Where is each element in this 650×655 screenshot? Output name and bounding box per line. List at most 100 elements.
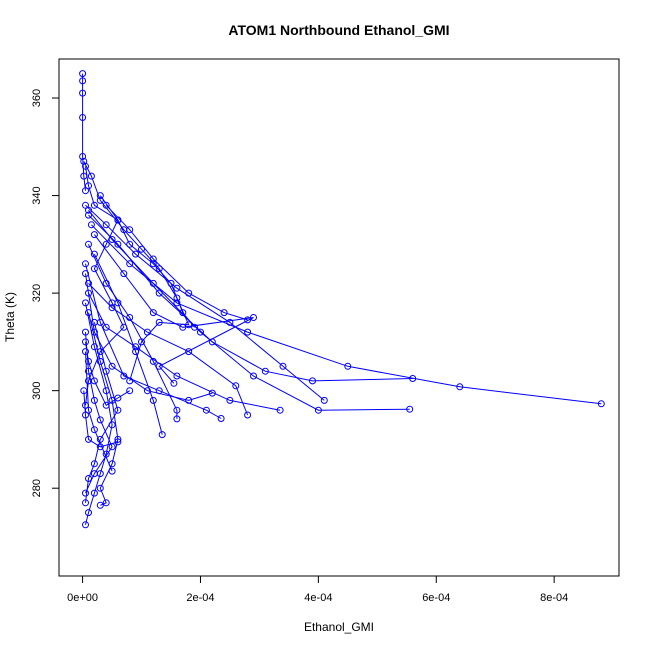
data-point xyxy=(155,289,163,297)
data-point xyxy=(102,279,110,287)
series-group xyxy=(80,157,193,385)
data-point xyxy=(82,348,89,356)
series-line xyxy=(85,322,119,503)
y-tick-label: 280 xyxy=(31,479,43,497)
data-point xyxy=(90,426,98,434)
x-tick-label: 8e-04 xyxy=(540,592,568,604)
data-point xyxy=(85,435,92,443)
series-group xyxy=(102,201,252,324)
data-point xyxy=(82,299,89,307)
data-point xyxy=(96,484,104,492)
x-tick-label: 2e-04 xyxy=(186,592,214,604)
series-group xyxy=(82,348,116,475)
series-line xyxy=(105,204,248,321)
series-group xyxy=(82,338,134,409)
data-point xyxy=(108,362,116,370)
series-line xyxy=(82,73,86,191)
data-point xyxy=(191,323,199,331)
plot-marks xyxy=(79,70,605,529)
data-point xyxy=(149,255,157,263)
y-tick-label: 340 xyxy=(31,186,43,204)
data-point xyxy=(456,383,464,391)
series-line xyxy=(85,351,113,472)
data-point xyxy=(85,406,92,414)
data-point xyxy=(82,187,89,195)
data-point xyxy=(87,221,95,229)
y-tick-label: 320 xyxy=(31,284,43,302)
data-point xyxy=(90,318,98,326)
series-line xyxy=(85,332,113,494)
data-point xyxy=(85,211,92,219)
series-group xyxy=(82,201,328,404)
series-line xyxy=(85,273,213,401)
data-point xyxy=(90,343,98,351)
data-point xyxy=(138,245,145,253)
data-point xyxy=(173,294,181,302)
data-point xyxy=(226,318,234,326)
data-point xyxy=(220,309,228,317)
data-point xyxy=(155,318,163,326)
data-point xyxy=(250,314,257,321)
data-point xyxy=(82,499,89,507)
x-tick-label: 4e-04 xyxy=(304,592,332,604)
data-point xyxy=(132,250,140,258)
data-point xyxy=(179,309,187,317)
data-point xyxy=(90,250,98,258)
series-line xyxy=(85,302,113,525)
data-point xyxy=(406,405,414,413)
data-point xyxy=(102,367,110,375)
data-point xyxy=(138,338,145,346)
data-point xyxy=(149,260,157,268)
data-point xyxy=(173,372,181,380)
series-group xyxy=(85,289,284,414)
series-line xyxy=(93,253,163,435)
data-point xyxy=(126,387,134,395)
y-tick-label: 300 xyxy=(31,381,43,399)
data-point xyxy=(279,362,287,370)
data-point xyxy=(126,377,134,385)
data-point xyxy=(173,299,181,307)
data-point xyxy=(185,289,193,297)
data-point xyxy=(314,406,322,414)
data-point xyxy=(108,304,116,312)
data-point xyxy=(90,201,98,209)
data-point xyxy=(232,382,240,390)
data-point xyxy=(108,467,116,475)
data-point xyxy=(149,396,157,404)
data-point xyxy=(90,489,98,497)
data-point xyxy=(120,270,128,278)
data-point xyxy=(82,338,89,346)
data-point xyxy=(114,394,122,402)
data-point xyxy=(102,401,110,409)
data-point xyxy=(96,357,104,365)
data-point xyxy=(102,499,110,507)
data-point xyxy=(309,377,316,385)
data-point xyxy=(85,206,92,214)
data-point xyxy=(87,172,95,180)
data-point xyxy=(173,284,181,292)
data-point xyxy=(96,192,104,200)
data-point xyxy=(96,196,104,204)
series-group xyxy=(82,270,216,404)
data-point xyxy=(82,270,89,278)
series-group xyxy=(79,70,89,195)
data-point xyxy=(149,309,157,317)
data-point xyxy=(208,389,216,397)
data-point xyxy=(158,431,166,439)
series-group xyxy=(85,240,181,423)
data-point xyxy=(226,396,234,404)
data-point xyxy=(250,372,257,380)
data-point xyxy=(82,260,89,268)
data-point xyxy=(102,240,110,248)
data-point xyxy=(102,323,110,331)
data-point xyxy=(173,406,181,414)
data-point xyxy=(344,362,352,370)
data-point xyxy=(79,70,87,78)
data-point xyxy=(173,415,181,423)
data-point xyxy=(85,279,92,287)
data-point xyxy=(120,323,128,331)
data-point xyxy=(82,328,89,336)
data-point xyxy=(85,289,92,297)
